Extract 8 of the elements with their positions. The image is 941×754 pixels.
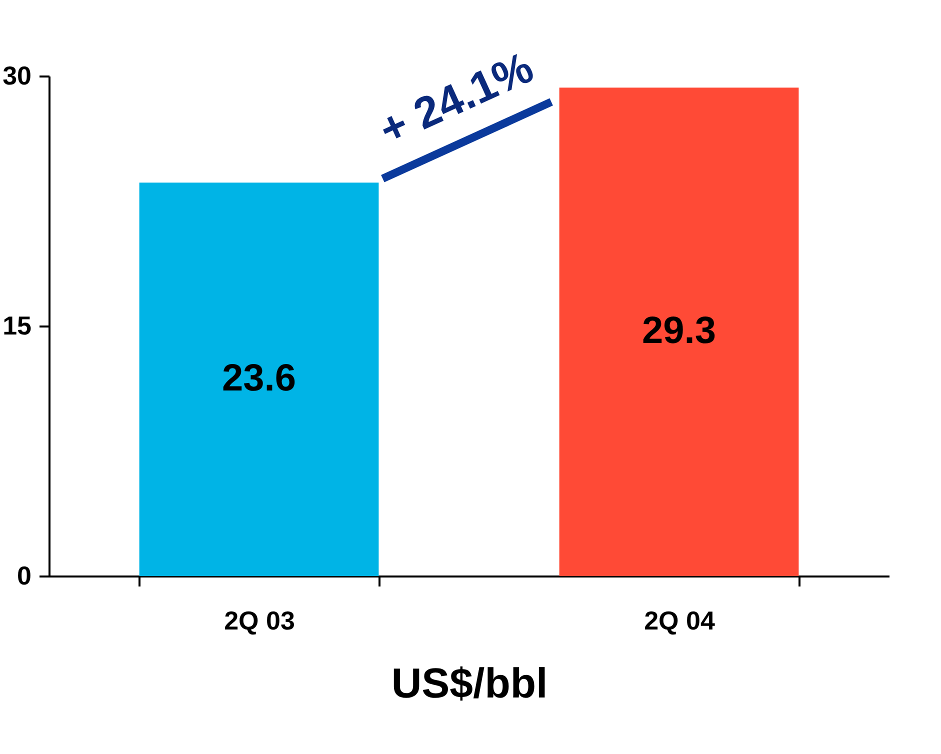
y-tick-label: 0 — [17, 560, 32, 590]
y-tick-label: 30 — [2, 60, 32, 90]
data-label: 23.6 — [222, 357, 296, 400]
data-label: 29.3 — [642, 310, 716, 352]
x-axis-title: US$/bbl — [391, 660, 548, 706]
x-tick-label: 2Q 03 — [224, 606, 295, 636]
y-tick-label: 15 — [2, 310, 32, 340]
x-tick-label: 2Q 04 — [644, 606, 716, 636]
